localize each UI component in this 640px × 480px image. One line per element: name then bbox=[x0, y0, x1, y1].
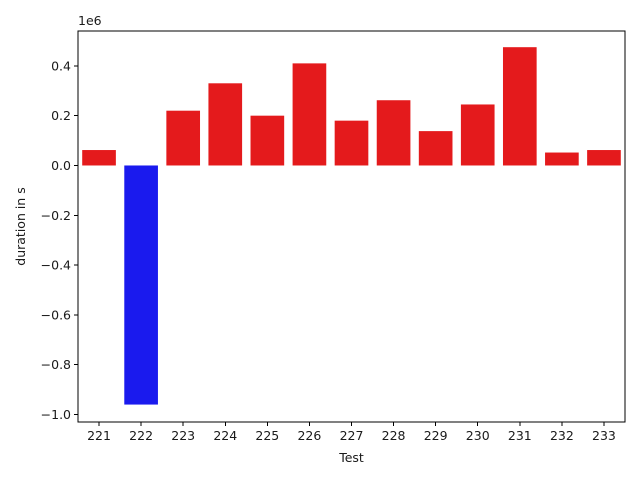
y-tick-label: −0.6 bbox=[41, 307, 71, 322]
y-tick-label: −0.2 bbox=[41, 208, 71, 223]
x-tick-label: 226 bbox=[297, 428, 321, 443]
y-axis-offset-label: 1e6 bbox=[78, 13, 102, 28]
bar-230 bbox=[460, 104, 495, 166]
x-tick-label: 230 bbox=[466, 428, 490, 443]
x-tick-label: 225 bbox=[255, 428, 279, 443]
x-tick-label: 222 bbox=[129, 428, 153, 443]
bar-225 bbox=[250, 115, 285, 166]
y-axis-label: duration in s bbox=[13, 187, 28, 265]
bar-229 bbox=[418, 131, 453, 166]
bars-group bbox=[82, 47, 621, 405]
y-tick-label: 0.0 bbox=[51, 158, 71, 173]
bar-227 bbox=[334, 120, 369, 166]
bar-231 bbox=[502, 47, 537, 166]
bar-233 bbox=[587, 150, 621, 166]
bar-228 bbox=[376, 100, 411, 166]
bar-224 bbox=[208, 83, 243, 166]
x-tick-label: 223 bbox=[171, 428, 195, 443]
x-tick-label: 221 bbox=[87, 428, 111, 443]
bar-226 bbox=[292, 63, 327, 166]
bar-221 bbox=[82, 150, 116, 166]
bar-232 bbox=[545, 152, 579, 166]
x-tick-label: 233 bbox=[592, 428, 616, 443]
x-tick-label: 227 bbox=[340, 428, 364, 443]
y-tick-label: −1.0 bbox=[41, 407, 71, 422]
bar-223 bbox=[166, 110, 201, 166]
x-axis-ticks: 221 222 223 224 225 226 227 228 229 230 231 232 233 bbox=[87, 422, 616, 443]
bar-222 bbox=[124, 165, 158, 405]
y-tick-label: 0.2 bbox=[51, 108, 71, 123]
y-tick-label: −0.8 bbox=[41, 357, 71, 372]
plot-frame bbox=[77, 30, 626, 423]
x-axis-label: Test bbox=[338, 450, 364, 465]
x-tick-label: 224 bbox=[213, 428, 237, 443]
x-tick-label: 228 bbox=[382, 428, 406, 443]
x-tick-label: 229 bbox=[424, 428, 448, 443]
y-axis-ticks: −1.0 −0.8 −0.6 −0.4 −0.2 0.0 0.2 0.4 bbox=[41, 58, 78, 422]
y-tick-label: −0.4 bbox=[41, 258, 71, 273]
y-tick-label: 0.4 bbox=[51, 58, 71, 73]
x-tick-label: 231 bbox=[508, 428, 532, 443]
x-tick-label: 232 bbox=[550, 428, 574, 443]
